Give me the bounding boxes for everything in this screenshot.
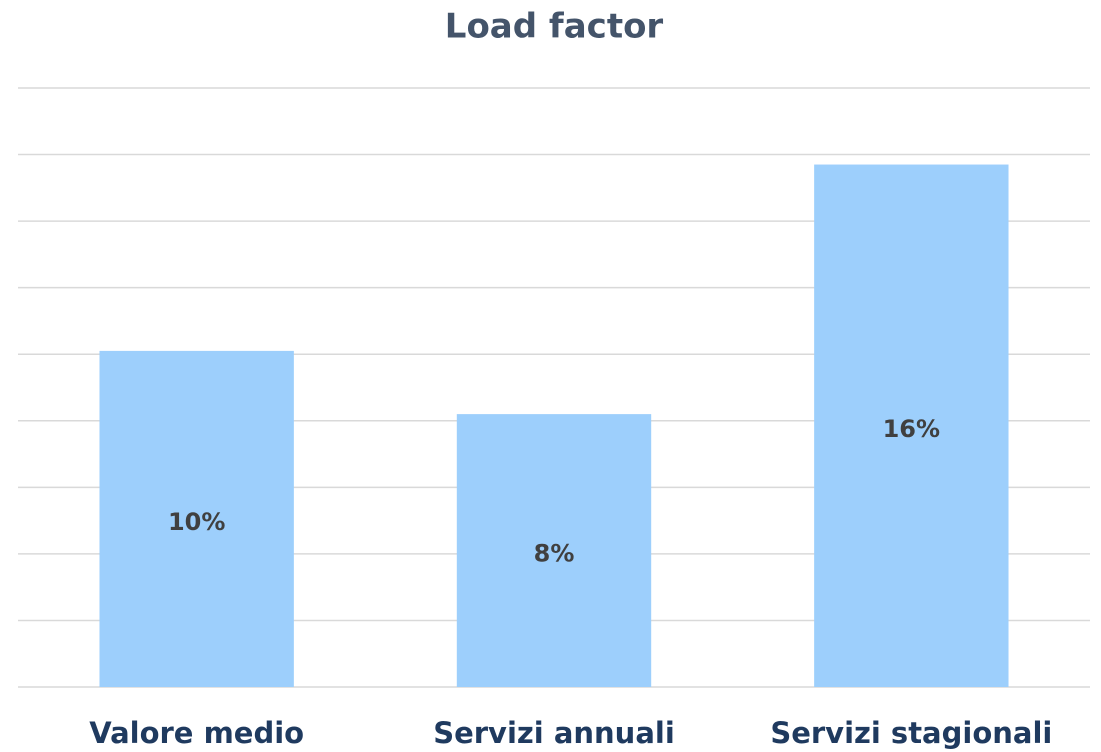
- value-label: 10%: [168, 508, 225, 536]
- x-tick-label: Servizi stagionali: [770, 716, 1052, 750]
- chart-title: Load factor: [445, 7, 664, 47]
- value-label: 16%: [883, 415, 940, 443]
- x-tick-label: Valore medio: [89, 716, 304, 750]
- value-label: 8%: [534, 540, 575, 568]
- bar: [456, 414, 652, 687]
- bar: [99, 350, 294, 687]
- bar: [814, 164, 1009, 688]
- x-tick-label: Servizi annuali: [433, 716, 675, 750]
